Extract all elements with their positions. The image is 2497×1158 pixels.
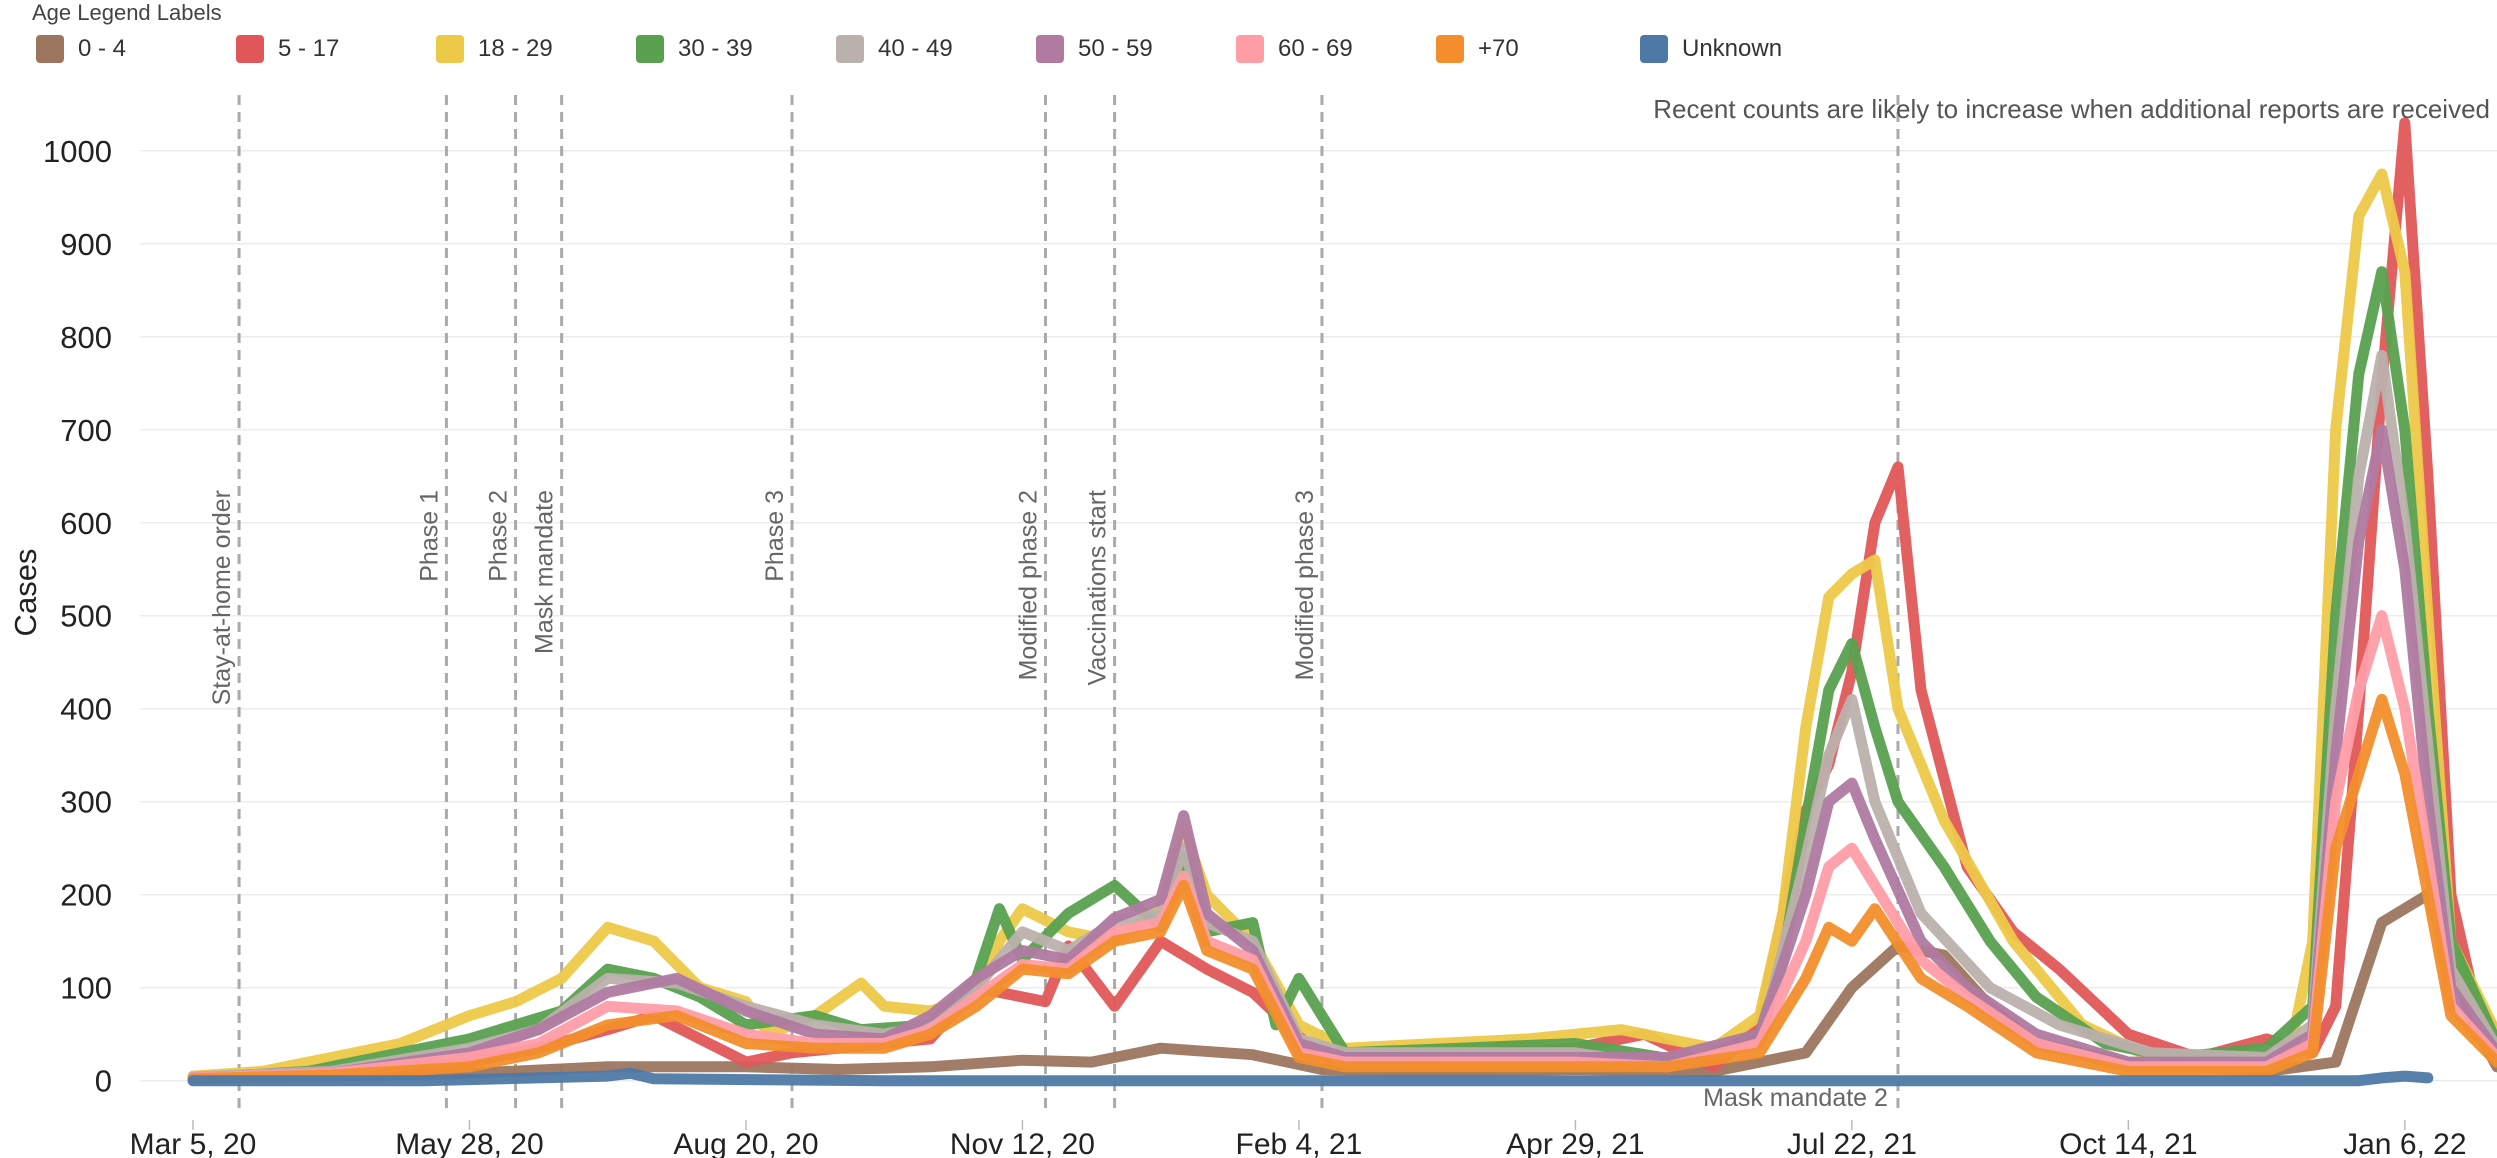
y-axis-title: Cases (8, 549, 43, 637)
event-label: Phase 3 (761, 490, 789, 582)
y-tick-label: 300 (60, 785, 112, 820)
legend-item-0-4[interactable]: 0 - 4 (36, 34, 126, 64)
x-tick-label: Mar 5, 20 (130, 1128, 257, 1158)
series-line-70 (187, 693, 2497, 1085)
x-tick-label: Nov 12, 20 (950, 1128, 1095, 1158)
y-tick-label: 0 (95, 1064, 112, 1099)
series-line-unknown (187, 1067, 2434, 1087)
event-label: Stay-at-home order (208, 490, 236, 705)
legend-item-40-49[interactable]: 40 - 49 (836, 34, 953, 64)
event-markers: Stay-at-home order Phase 1 Phase 2 Mask man… (208, 95, 1900, 1115)
series-lines (187, 117, 2497, 1087)
y-tick-label: 600 (60, 506, 112, 541)
legend-swatch-18-29 (436, 35, 464, 63)
legend-label: 18 - 29 (478, 35, 553, 62)
legend-label: 30 - 39 (678, 35, 753, 62)
event-label: Modified phase 2 (1014, 490, 1042, 680)
x-tick-label: Feb 4, 21 (1236, 1128, 1363, 1158)
legend-swatch-0-4 (36, 35, 64, 63)
legend-swatch-70-plus (1436, 35, 1464, 63)
x-tick-label: May 28, 20 (395, 1128, 543, 1158)
y-tick-label: 900 (60, 227, 112, 262)
x-tick-label: Jan 6, 22 (2343, 1128, 2466, 1158)
legend-swatch-5-17 (236, 35, 264, 63)
legend-label: Unknown (1682, 35, 1783, 62)
x-tick-label: Oct 14, 21 (2059, 1128, 2197, 1158)
legend-label: 0 - 4 (78, 35, 127, 62)
y-tick-label: 1000 (43, 134, 112, 169)
event-label: Mask mandate (531, 490, 559, 654)
legend-label: 40 - 49 (878, 35, 953, 62)
legend-label: 50 - 59 (1078, 35, 1153, 62)
legend-swatch-50-59 (1036, 35, 1064, 63)
series-line-30-39 (187, 266, 2497, 1084)
legend-swatch-30-39 (636, 35, 664, 63)
x-tick-label: Apr 29, 21 (1506, 1128, 1644, 1158)
axes: 0 100 200 300 400 500 600 700 800 900 1000 Cases Mar… (8, 94, 2490, 1158)
y-tick-label: 100 (60, 971, 112, 1006)
legend-swatch-40-49 (836, 35, 864, 63)
legend-item-60-69[interactable]: 60 - 69 (1236, 34, 1353, 64)
series-line-40-49 (187, 349, 2497, 1083)
legend-swatch-unknown (1640, 35, 1668, 63)
x-tick-label: Aug 20, 20 (673, 1128, 818, 1158)
legend-item-70-plus[interactable]: +70 (1436, 34, 1519, 64)
legend-item-unknown[interactable]: Unknown (1640, 34, 1782, 64)
event-label: Vaccinations start (1084, 490, 1112, 686)
legend-item-5-17[interactable]: 5 - 17 (236, 34, 339, 64)
y-tick-label: 500 (60, 599, 112, 634)
legend-label: +70 (1478, 35, 1519, 62)
legend-title: Age Legend Labels (32, 0, 222, 25)
y-tick-label: 400 (60, 692, 112, 727)
y-tick-label: 800 (60, 320, 112, 355)
legend-item-18-29[interactable]: 18 - 29 (436, 34, 553, 64)
legend-item-30-39[interactable]: 30 - 39 (636, 34, 753, 64)
legend-swatch-60-69 (1236, 35, 1264, 63)
recent-counts-annotation: Recent counts are likely to increase whe… (1653, 94, 2490, 124)
legend-label: 5 - 17 (278, 35, 340, 62)
y-tick-label: 200 (60, 878, 112, 913)
event-label: Mask mandate 2 (1703, 1084, 1888, 1112)
legend-label: 60 - 69 (1278, 35, 1353, 62)
x-tick-label: Jul 22, 21 (1787, 1128, 1917, 1158)
y-tick-label: 700 (60, 413, 112, 448)
event-label: Phase 2 (485, 490, 513, 582)
event-label: Phase 1 (415, 490, 443, 582)
series-line-60-69 (187, 610, 2497, 1084)
legend-item-50-59[interactable]: 50 - 59 (1036, 34, 1153, 64)
event-label: Modified phase 3 (1291, 490, 1319, 680)
